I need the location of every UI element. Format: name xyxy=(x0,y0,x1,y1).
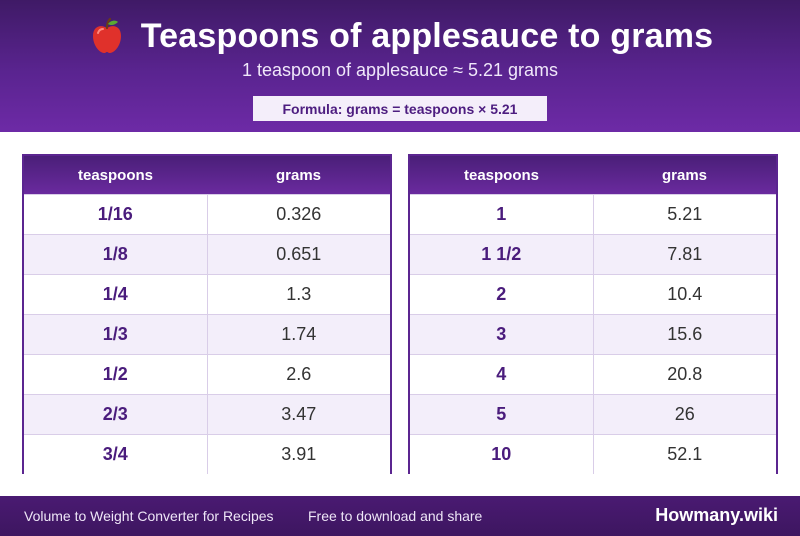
table-row: 10 52.1 xyxy=(410,434,776,474)
table-header: teaspoons grams xyxy=(24,156,390,194)
column-header-teaspoons: teaspoons xyxy=(77,166,153,184)
teaspoons-cell: 2 xyxy=(410,275,594,314)
teaspoons-cell: 1/16 xyxy=(24,195,208,234)
table-row: 2 10.4 xyxy=(410,274,776,314)
teaspoons-cell: 10 xyxy=(410,435,594,474)
conversion-table-left: teaspoons grams 1/16 0.326 1/8 0.651 1/4 1.… xyxy=(22,154,392,474)
teaspoons-cell: 1/8 xyxy=(24,235,208,274)
footer-tagline: Volume to Weight Converter for Recipes xyxy=(24,508,274,524)
column-header-grams: grams xyxy=(275,166,322,184)
page-title: Teaspoons of applesauce to grams xyxy=(140,16,714,55)
grams-cell: 3.47 xyxy=(281,404,317,424)
table-header: teaspoons grams xyxy=(410,156,776,194)
table-row: 3 15.6 xyxy=(410,314,776,354)
table-row: 1/2 2.6 xyxy=(24,354,390,394)
brand-logo[interactable]: Howmany.wiki xyxy=(655,505,778,525)
teaspoons-cell: 3/4 xyxy=(24,435,208,474)
apple-icon xyxy=(87,16,127,56)
column-header-teaspoons: teaspoons xyxy=(463,166,539,184)
table-row: 4 20.8 xyxy=(410,354,776,394)
grams-cell: 0.651 xyxy=(276,244,322,264)
teaspoons-cell: 1 xyxy=(410,195,594,234)
grams-cell: 10.4 xyxy=(667,284,703,304)
table-row: 2/3 3.47 xyxy=(24,394,390,434)
teaspoons-cell: 2/3 xyxy=(24,395,208,434)
teaspoons-cell: 4 xyxy=(410,355,594,394)
grams-cell: 2.6 xyxy=(286,364,312,384)
teaspoons-cell: 1/2 xyxy=(24,355,208,394)
table-row: 1/3 1.74 xyxy=(24,314,390,354)
column-header-grams: grams xyxy=(661,166,708,184)
grams-cell: 3.91 xyxy=(281,444,317,464)
grams-cell: 0.326 xyxy=(276,204,322,224)
table-row: 5 26 xyxy=(410,394,776,434)
header: Teaspoons of applesauce to grams 1 teasp… xyxy=(0,0,800,132)
title-row: Teaspoons of applesauce to grams xyxy=(0,14,800,58)
table-row: 3/4 3.91 xyxy=(24,434,390,474)
grams-cell: 1.3 xyxy=(286,284,312,304)
teaspoons-cell: 1 1/2 xyxy=(410,235,594,274)
grams-cell: 26 xyxy=(674,404,695,424)
footer-note: Free to download and share xyxy=(308,508,483,524)
teaspoons-cell: 1/3 xyxy=(24,315,208,354)
formula-badge: Formula: grams = teaspoons × 5.21 xyxy=(253,96,547,121)
table-row: 1/4 1.3 xyxy=(24,274,390,314)
grams-cell: 15.6 xyxy=(667,324,703,344)
teaspoons-cell: 3 xyxy=(410,315,594,354)
teaspoons-cell: 1/4 xyxy=(24,275,208,314)
table-row: 1 1/2 7.81 xyxy=(410,234,776,274)
table-row: 1 5.21 xyxy=(410,194,776,234)
page-subtitle: 1 teaspoon of applesauce ≈ 5.21 grams xyxy=(241,60,559,80)
teaspoons-cell: 5 xyxy=(410,395,594,434)
grams-cell: 1.74 xyxy=(281,324,317,344)
footer: Volume to Weight Converter for Recipes F… xyxy=(0,496,800,536)
grams-cell: 20.8 xyxy=(667,364,703,384)
table-row: 1/8 0.651 xyxy=(24,234,390,274)
grams-cell: 7.81 xyxy=(667,244,703,264)
grams-cell: 52.1 xyxy=(667,444,703,464)
grams-cell: 5.21 xyxy=(667,204,703,224)
table-row: 1/16 0.326 xyxy=(24,194,390,234)
